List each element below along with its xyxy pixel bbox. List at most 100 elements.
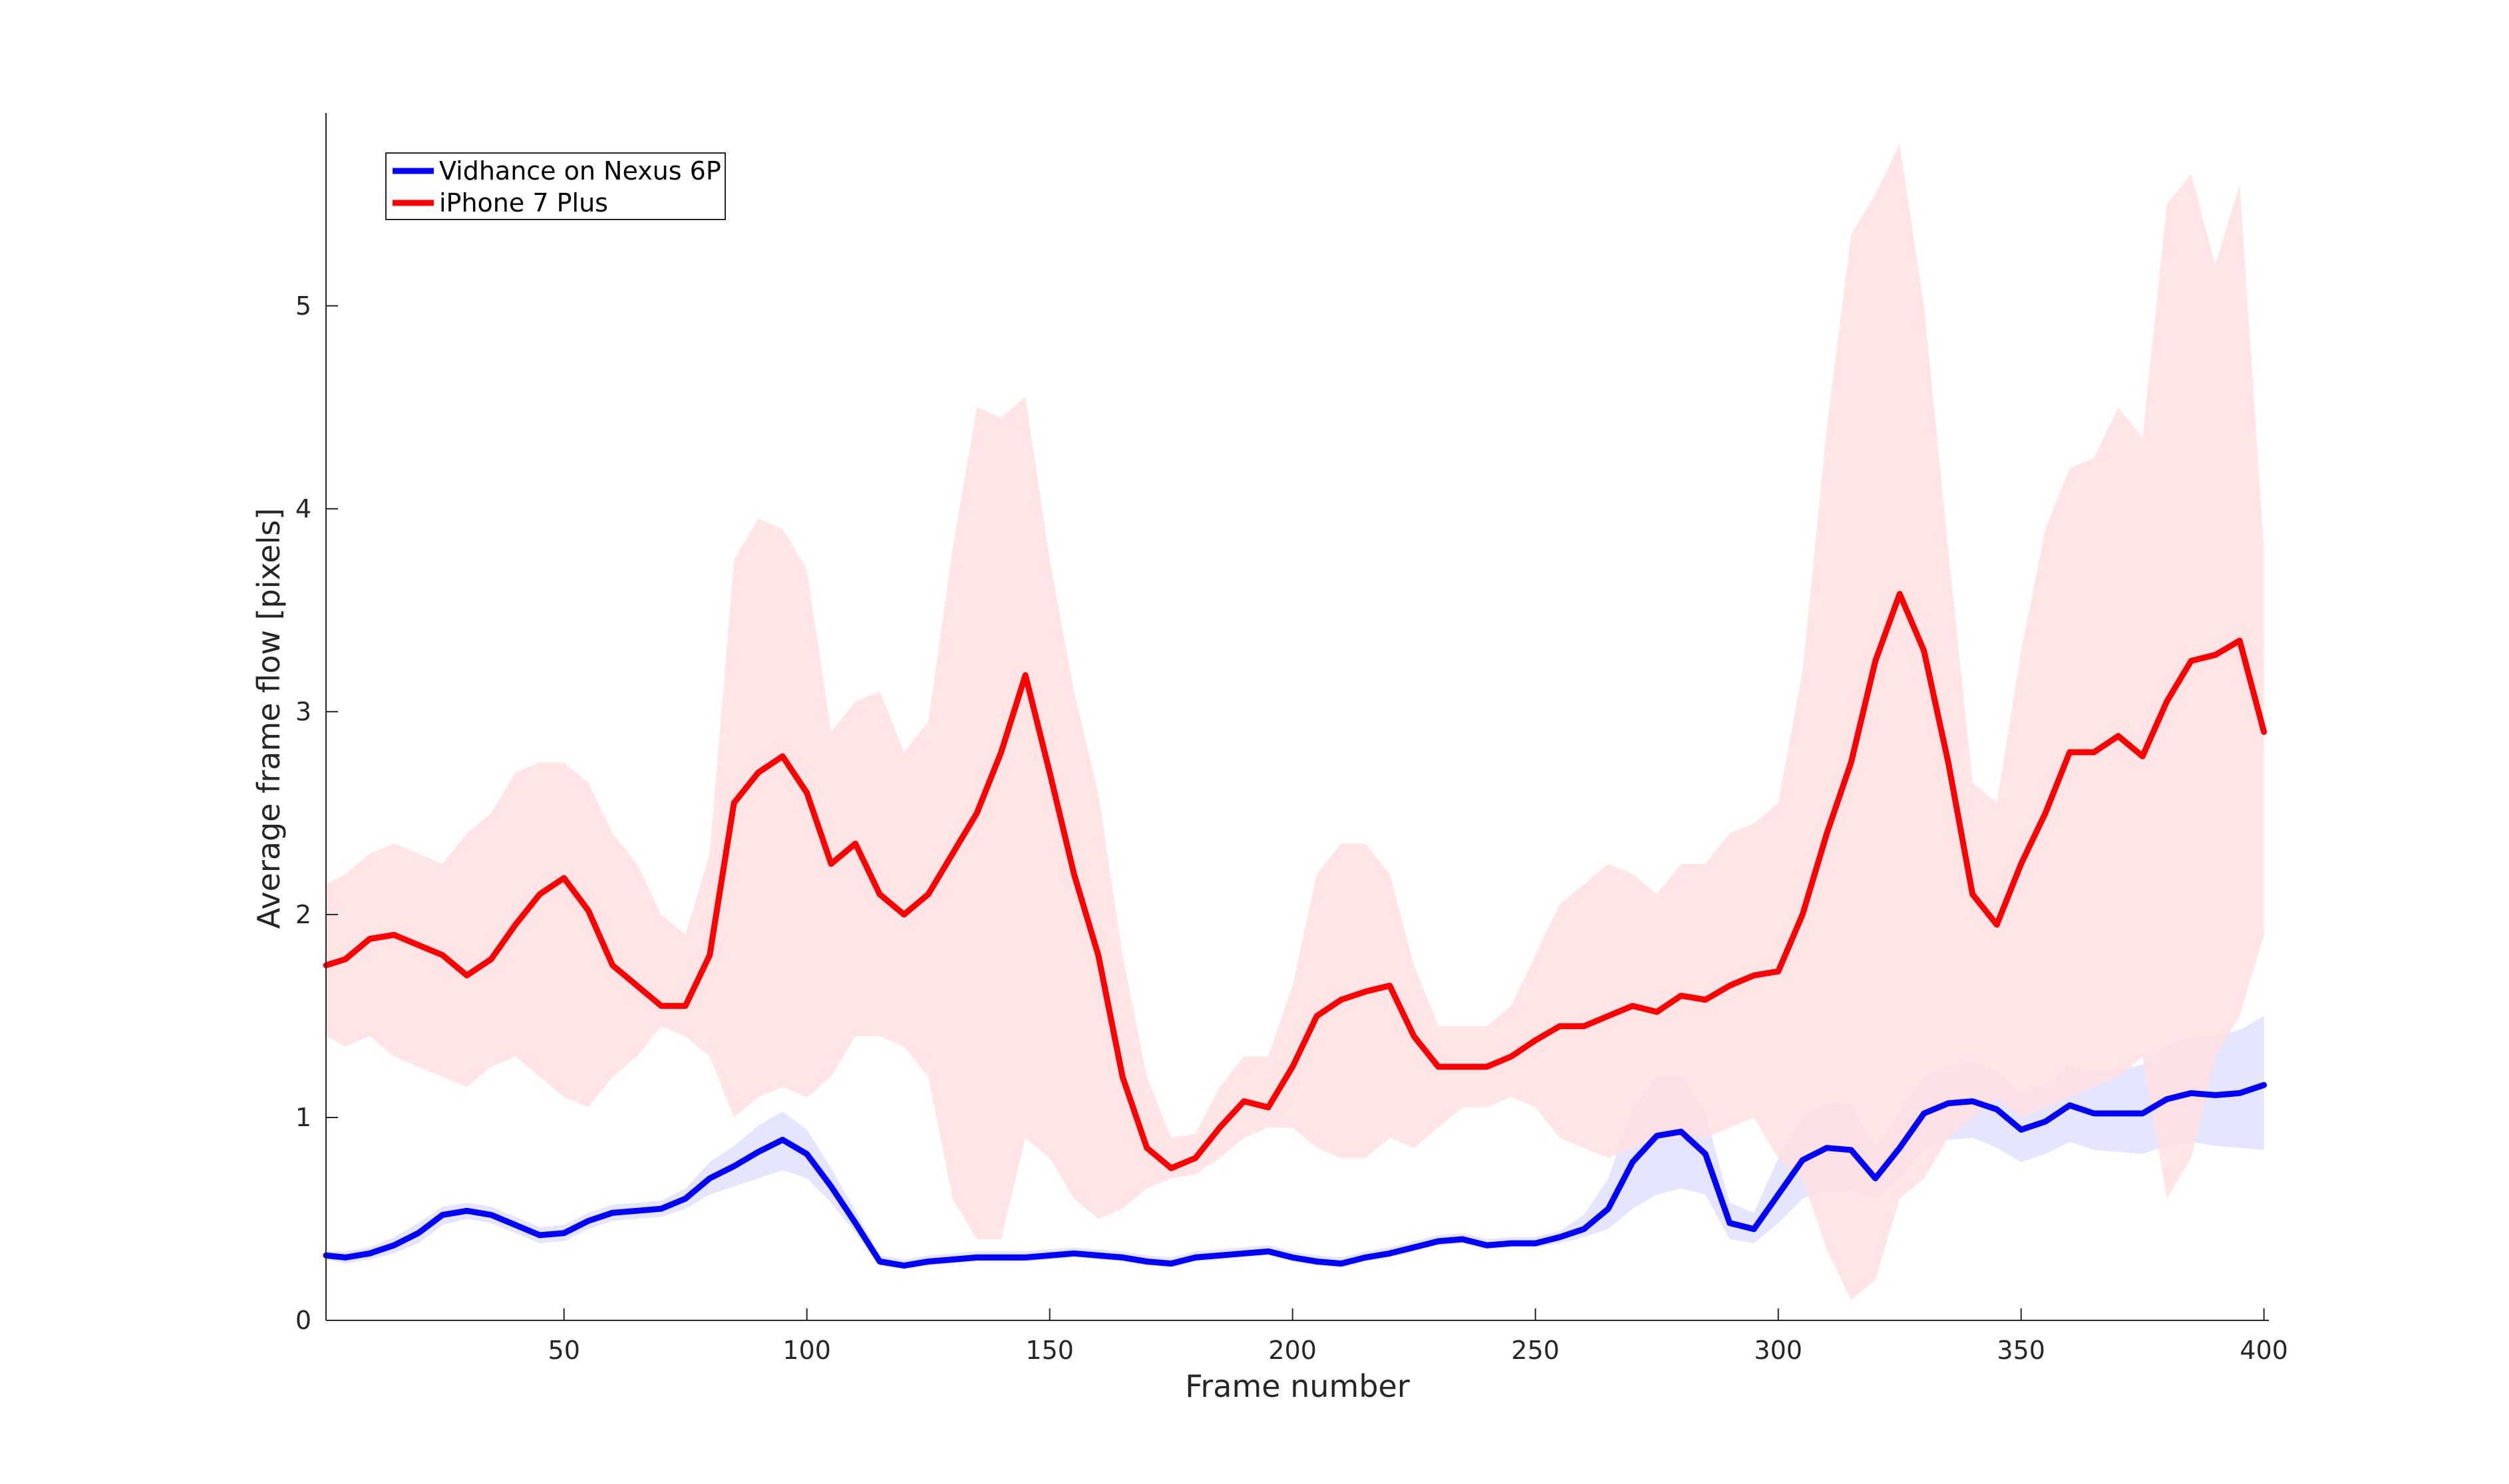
data-point [804,790,809,795]
data-point [1679,1129,1683,1134]
data-point [1630,1160,1635,1165]
data-point [2043,811,2048,816]
data-point [610,1211,615,1215]
y-tick-label: 2 [295,900,311,929]
data-point [2213,653,2218,657]
data-point [1266,1105,1271,1110]
data-point [586,908,591,913]
y-ticks: 0 1 2 3 4 5 [295,291,338,1335]
points-series-1 [324,1083,2266,1268]
data-point [1023,1255,1028,1260]
data-point [1558,1235,1562,1239]
x-tick-label: 400 [2240,1336,2288,1365]
data-point [1436,1239,1440,1243]
data-point [1800,1158,1805,1162]
data-point [999,1255,1003,1260]
data-point [1242,1099,1246,1104]
data-point [1363,1255,1368,1260]
data-point [1873,659,1878,663]
data-point [1752,1227,1756,1231]
data-point [1242,1251,1246,1256]
data-point [975,811,979,816]
data-point [2164,699,2169,704]
data-point [756,1149,760,1154]
data-point [2238,1091,2242,1096]
data-point [1582,1227,1586,1231]
data-point [999,750,1003,754]
data-point [1509,1241,1514,1246]
band-series-1 [326,1016,2264,1270]
data-point [2092,750,2096,754]
data-point [2067,1103,2072,1108]
data-point [392,933,397,937]
data-point [2092,1111,2096,1115]
data-point [1460,1237,1465,1241]
data-point [950,851,955,856]
data-point [1849,1147,1854,1152]
data-point [853,1221,858,1225]
data-point [1436,1064,1440,1069]
data-point [2019,1127,2023,1132]
data-point [1193,1255,1198,1260]
data-point [1072,1251,1077,1256]
data-point [1290,1064,1295,1069]
data-point [1922,1111,1926,1115]
data-point [780,1137,785,1142]
data-point [1995,1107,1999,1112]
data-point [1144,1145,1149,1150]
data-point [2261,1083,2266,1088]
data-point [1484,1064,1489,1069]
data-point [1096,1253,1100,1258]
data-point [1120,1074,1125,1079]
y-tick-label: 1 [295,1103,311,1132]
data-point [1169,1261,1174,1266]
data-point [2019,861,2023,866]
data-point [1144,1259,1149,1264]
data-point [586,1219,591,1223]
data-point [367,937,372,941]
data-point [1800,912,1805,917]
data-point [1120,1255,1125,1260]
data-point [804,1151,809,1156]
data-point [1995,923,1999,927]
data-point [878,892,882,897]
data-point [756,770,760,775]
x-tick-label: 100 [782,1336,831,1365]
data-point [1776,969,1780,974]
data-point [1606,1014,1611,1018]
data-point [635,1209,639,1213]
x-tick-label: 150 [1025,1336,1074,1365]
data-point [1290,1255,1295,1260]
series-lines [323,591,2267,1269]
data-point [707,1176,712,1181]
data-point [1898,1145,1902,1150]
data-point [562,876,566,880]
data-point [1655,1133,1659,1138]
data-point [2140,754,2145,758]
data-point [1946,1101,1951,1106]
data-point [780,754,785,758]
data-point [926,892,931,897]
data-point [2238,639,2242,643]
data-point [1824,831,1829,835]
data-point [1582,1024,1586,1028]
data-point [1922,649,1926,653]
data-point [1873,1176,1878,1181]
data-point [732,801,737,806]
data-point [1509,1054,1514,1059]
data-point [1072,871,1077,876]
data-point [1169,1166,1174,1171]
data-point [1752,973,1756,978]
data-point [2116,734,2120,738]
data-point [1484,1243,1489,1248]
x-axis-label: Frame number [1185,1368,1410,1404]
data-point [1266,1249,1271,1254]
data-point [1218,1125,1222,1130]
data-point [1849,760,1854,765]
x-tick-label: 200 [1268,1336,1317,1365]
data-point [1558,1024,1562,1028]
data-point [1363,989,1368,994]
data-point [1047,770,1052,775]
data-point [1387,983,1392,988]
